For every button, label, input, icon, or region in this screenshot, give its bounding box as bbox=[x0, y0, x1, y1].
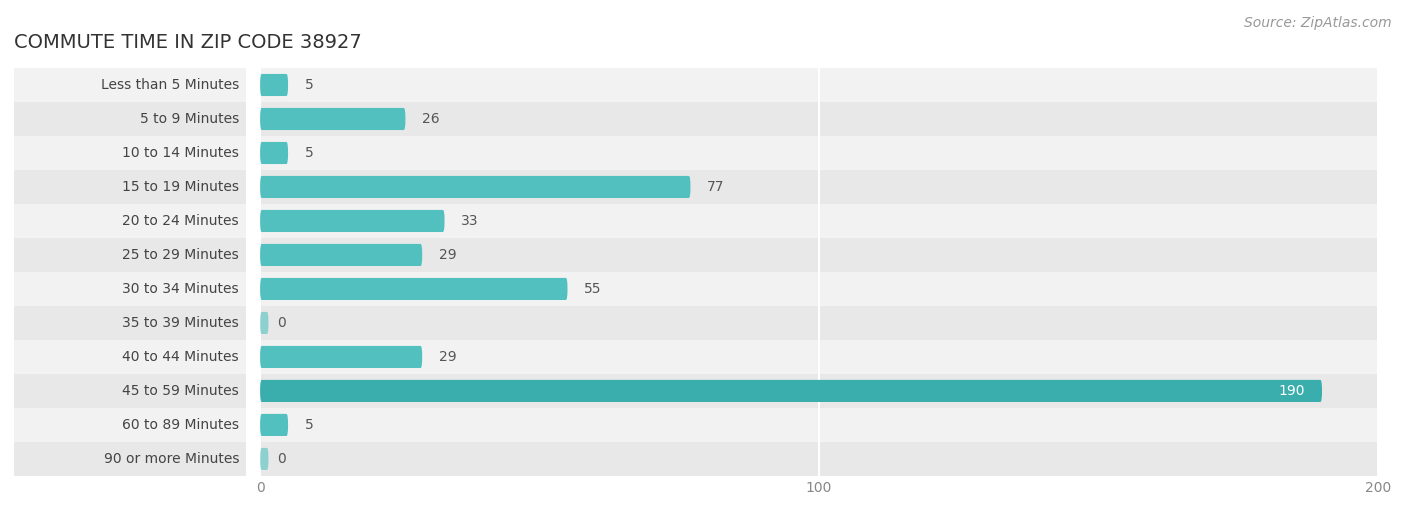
Bar bbox=[14, 442, 246, 476]
Bar bbox=[260, 170, 1378, 204]
Bar bbox=[14, 340, 246, 374]
Bar bbox=[14, 102, 246, 136]
Text: 190: 190 bbox=[1278, 384, 1305, 398]
Bar bbox=[260, 374, 1378, 408]
Text: 26: 26 bbox=[422, 112, 440, 126]
Bar bbox=[14, 170, 246, 204]
FancyBboxPatch shape bbox=[260, 244, 422, 266]
Text: 29: 29 bbox=[439, 248, 457, 262]
Bar bbox=[260, 136, 1378, 170]
Text: 5 to 9 Minutes: 5 to 9 Minutes bbox=[139, 112, 239, 126]
Bar bbox=[260, 102, 1378, 136]
Bar bbox=[260, 204, 1378, 238]
Bar bbox=[14, 238, 246, 272]
FancyBboxPatch shape bbox=[260, 278, 568, 300]
Text: 5: 5 bbox=[305, 146, 314, 160]
Text: 5: 5 bbox=[305, 78, 314, 92]
Text: 77: 77 bbox=[707, 180, 724, 194]
Text: 55: 55 bbox=[585, 282, 602, 296]
Text: 29: 29 bbox=[439, 350, 457, 364]
Bar bbox=[14, 306, 246, 340]
FancyBboxPatch shape bbox=[260, 74, 288, 96]
Text: 0: 0 bbox=[277, 316, 285, 330]
Bar bbox=[14, 204, 246, 238]
Bar bbox=[260, 408, 1378, 442]
Text: 35 to 39 Minutes: 35 to 39 Minutes bbox=[122, 316, 239, 330]
Text: 25 to 29 Minutes: 25 to 29 Minutes bbox=[122, 248, 239, 262]
Text: Source: ZipAtlas.com: Source: ZipAtlas.com bbox=[1244, 16, 1392, 30]
Text: 40 to 44 Minutes: 40 to 44 Minutes bbox=[122, 350, 239, 364]
FancyBboxPatch shape bbox=[260, 414, 288, 436]
Bar bbox=[260, 68, 1378, 102]
Bar bbox=[14, 272, 246, 306]
Bar bbox=[260, 442, 1378, 476]
Bar bbox=[260, 238, 1378, 272]
FancyBboxPatch shape bbox=[260, 142, 288, 164]
Text: 0: 0 bbox=[277, 452, 285, 466]
FancyBboxPatch shape bbox=[260, 108, 405, 130]
Text: 60 to 89 Minutes: 60 to 89 Minutes bbox=[122, 418, 239, 432]
Bar bbox=[260, 340, 1378, 374]
FancyBboxPatch shape bbox=[260, 448, 269, 470]
Text: 33: 33 bbox=[461, 214, 479, 228]
Text: 20 to 24 Minutes: 20 to 24 Minutes bbox=[122, 214, 239, 228]
Bar bbox=[14, 408, 246, 442]
FancyBboxPatch shape bbox=[260, 380, 1322, 402]
Text: 15 to 19 Minutes: 15 to 19 Minutes bbox=[122, 180, 239, 194]
Text: 30 to 34 Minutes: 30 to 34 Minutes bbox=[122, 282, 239, 296]
Bar bbox=[14, 374, 246, 408]
Text: 5: 5 bbox=[305, 418, 314, 432]
FancyBboxPatch shape bbox=[260, 312, 269, 334]
Text: COMMUTE TIME IN ZIP CODE 38927: COMMUTE TIME IN ZIP CODE 38927 bbox=[14, 33, 361, 52]
FancyBboxPatch shape bbox=[260, 210, 444, 232]
Bar bbox=[14, 68, 246, 102]
Bar bbox=[14, 136, 246, 170]
Bar bbox=[260, 272, 1378, 306]
Bar bbox=[260, 306, 1378, 340]
Text: Less than 5 Minutes: Less than 5 Minutes bbox=[101, 78, 239, 92]
Text: 90 or more Minutes: 90 or more Minutes bbox=[104, 452, 239, 466]
Text: 45 to 59 Minutes: 45 to 59 Minutes bbox=[122, 384, 239, 398]
Text: 10 to 14 Minutes: 10 to 14 Minutes bbox=[122, 146, 239, 160]
FancyBboxPatch shape bbox=[260, 346, 422, 368]
FancyBboxPatch shape bbox=[260, 176, 690, 198]
